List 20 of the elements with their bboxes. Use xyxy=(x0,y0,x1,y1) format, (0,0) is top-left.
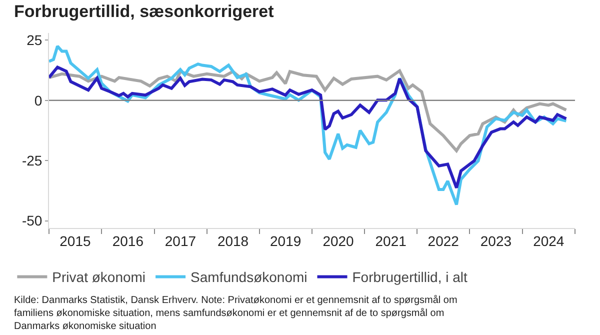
y-tick-label: -25 xyxy=(22,152,42,168)
x-tick-label: 2015 xyxy=(60,232,91,249)
text: Kilde: Danmarks Statistik, Dansk Erhverv. Note: Privatøkonomi er et gennemsnit af to spørgsmål om familiens økonomiske situation, mens samfundsøkonomi er et gennemsnit af de to spørgsmål om Danmarks økonomiske situation xyxy=(14,294,458,332)
x-tick-label: 2020 xyxy=(322,232,354,249)
x-tick-label: 2018 xyxy=(217,232,249,249)
x-tick-label: 2022 xyxy=(428,232,460,249)
x-tick-label: 2021 xyxy=(375,232,407,249)
legend-label: Privat økonomi xyxy=(52,269,146,286)
x-tick-label: 2019 xyxy=(270,232,302,249)
chart-title: Forbrugertillid, sæsonkorrigeret xyxy=(14,2,274,21)
y-tick-label: 25 xyxy=(26,32,42,48)
legend-label: Samfundsøkonomi xyxy=(190,269,308,286)
x-tick-label: 2023 xyxy=(480,232,512,249)
x-tick-label: 2024 xyxy=(533,232,564,249)
x-tick-label: 2016 xyxy=(112,232,144,249)
x-tick-label: 2017 xyxy=(164,232,196,249)
legend-label: Forbrugertillid, i alt xyxy=(352,269,468,286)
line-series xyxy=(49,66,568,190)
y-tick-label: -50 xyxy=(22,212,42,229)
y-tick-label: 0 xyxy=(34,92,42,108)
